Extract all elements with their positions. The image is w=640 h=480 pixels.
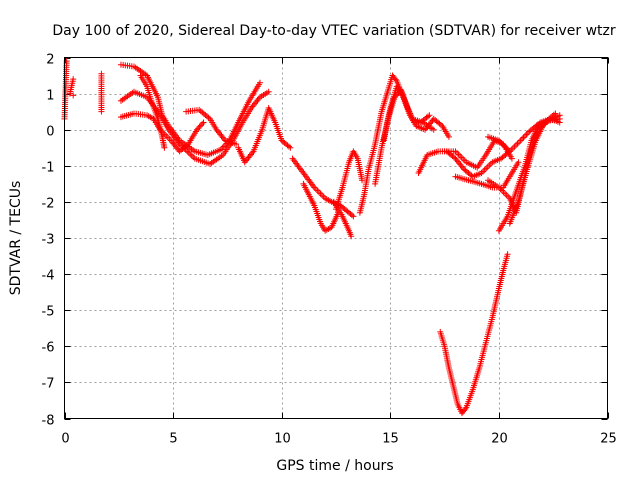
y-tick-label: 1 — [46, 89, 54, 104]
plot-frame — [64, 57, 608, 419]
data-point — [348, 233, 355, 240]
data-point — [233, 141, 240, 148]
data-point — [287, 144, 294, 151]
axis-ticks — [64, 57, 609, 420]
data-point — [462, 406, 469, 413]
data-point — [256, 79, 263, 86]
data-point — [424, 113, 431, 120]
y-tick-label: -4 — [42, 269, 55, 284]
x-tick-label: 0 — [61, 432, 69, 447]
data-point — [195, 125, 202, 132]
data-point — [556, 112, 563, 119]
y-axis-label: SDTVAR / TECUs — [8, 181, 24, 296]
data-point — [70, 76, 77, 83]
y-tick-label: -2 — [42, 197, 55, 212]
data-point — [350, 213, 357, 220]
grid-lines — [64, 57, 608, 419]
data-point — [285, 143, 292, 150]
chart-title: Day 100 of 2020, Sidereal Day-to-day VTE… — [52, 23, 616, 39]
data-point — [552, 110, 559, 117]
data-point — [196, 123, 203, 130]
data-point — [515, 159, 522, 166]
data-point — [445, 133, 452, 140]
x-tick-label: 15 — [382, 432, 399, 447]
y-tick-label: -6 — [42, 341, 55, 356]
data-point — [426, 112, 433, 119]
x-tick-label: 25 — [600, 432, 617, 447]
y-tick-label: 2 — [46, 53, 54, 68]
data-point — [430, 126, 437, 133]
x-tick-label: 20 — [491, 432, 508, 447]
data-point — [193, 126, 200, 133]
y-tick-label: -8 — [42, 414, 55, 429]
data-point — [161, 144, 168, 151]
data-point — [437, 121, 444, 128]
y-tick-label: -5 — [42, 305, 55, 320]
x-axis-label: GPS time / hours — [276, 458, 393, 474]
y-tick-label: -7 — [42, 377, 55, 392]
data-point — [199, 120, 206, 127]
x-tick-label: 10 — [274, 432, 291, 447]
tick-labels: 0 5 10 15 20 25 -8 -7 -6 -5 -4 -3 -2 -1 0 1 2 — [42, 53, 617, 447]
y-tick-label: 0 — [46, 125, 54, 140]
data-point — [98, 70, 105, 77]
data-point — [348, 212, 355, 219]
data-points — [61, 58, 563, 417]
y-tick-label: -1 — [42, 161, 55, 176]
data-point — [200, 119, 207, 126]
data-point — [392, 76, 399, 83]
data-point — [70, 92, 77, 99]
data-point — [183, 142, 190, 149]
data-point — [508, 155, 515, 162]
x-tick-label: 5 — [169, 432, 177, 447]
data-point — [504, 251, 511, 258]
data-point — [265, 88, 272, 95]
data-point — [451, 154, 458, 161]
data-point — [556, 119, 563, 126]
data-point — [197, 122, 204, 129]
y-tick-label: -3 — [42, 233, 55, 248]
